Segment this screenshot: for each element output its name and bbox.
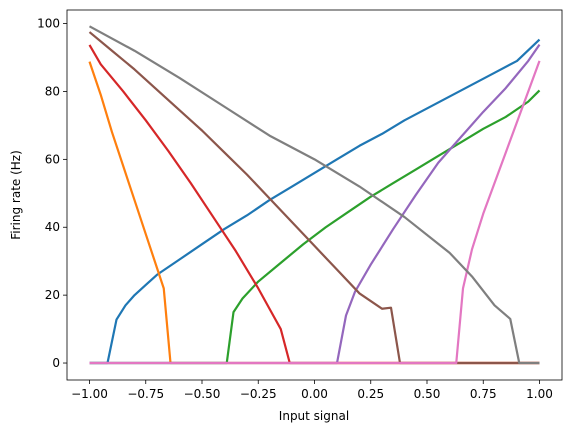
x-tick-label: 0.25 xyxy=(357,387,384,401)
x-axis: −1.00 −0.75 −0.50 −0.25 0.00 0.25 0.50 0.75 1.00 xyxy=(71,380,553,401)
x-tick-label: −1.00 xyxy=(71,387,108,401)
y-tick-label: 40 xyxy=(45,220,60,234)
y-axis-label: Firing rate (Hz) xyxy=(9,150,23,240)
series-line-8 xyxy=(88,25,540,365)
x-tick-label: −0.25 xyxy=(240,387,277,401)
plot-frame xyxy=(66,9,563,381)
series-line-3 xyxy=(89,89,541,365)
y-tick-label: 80 xyxy=(45,84,60,98)
x-axis-label: Input signal xyxy=(279,409,349,423)
x-tick-label: 0.00 xyxy=(301,387,328,401)
y-tick-label: 0 xyxy=(52,356,60,370)
series-line-4 xyxy=(88,44,540,365)
series-line-7 xyxy=(89,60,541,365)
x-tick-label: −0.50 xyxy=(184,387,221,401)
series-line-5 xyxy=(89,43,541,365)
y-tick-label: 20 xyxy=(45,288,60,302)
series-line-6 xyxy=(88,31,540,365)
y-tick-label: 60 xyxy=(45,152,60,166)
plot-area xyxy=(88,25,541,365)
y-axis: 0 20 40 60 80 100 xyxy=(37,17,67,370)
series-line-1 xyxy=(89,38,541,365)
x-tick-label: −0.75 xyxy=(127,387,164,401)
x-tick-label: 1.00 xyxy=(526,387,553,401)
series-line-2 xyxy=(88,61,540,365)
x-tick-label: 0.50 xyxy=(414,387,441,401)
y-tick-label: 100 xyxy=(37,17,60,31)
x-tick-label: 0.75 xyxy=(470,387,497,401)
